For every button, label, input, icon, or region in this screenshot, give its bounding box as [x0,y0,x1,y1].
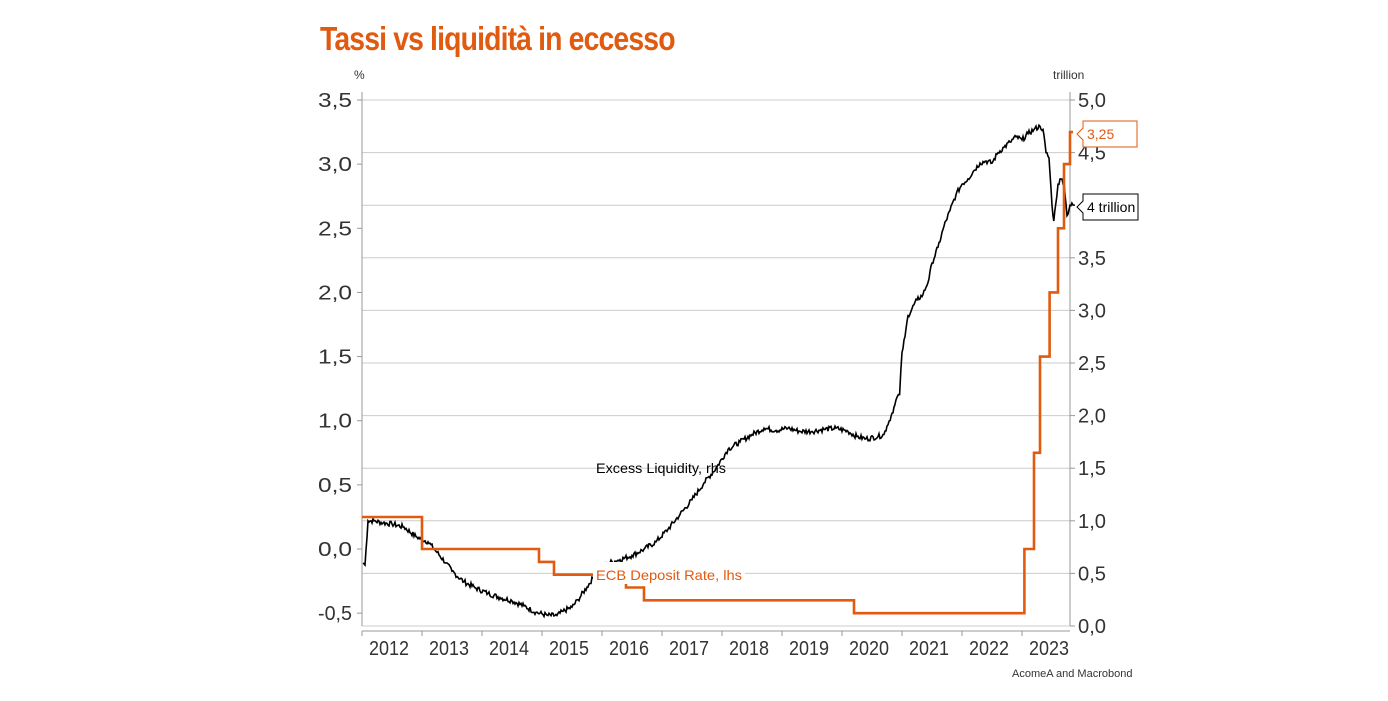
right-tick-label: 0,0 [1078,616,1106,638]
left-tick-label: 0,5 [318,475,352,497]
left-tick-label: 2,5 [318,218,352,240]
x-tick-label: 2013 [429,638,469,660]
last-value-ecb-deposit-rate-box [1076,120,1138,148]
chart-title: Tassi vs liquidità in eccesso [320,20,676,57]
series-label-excess-liquidity: Excess Liquidity, rhs [596,460,726,476]
right-tick-label: 3,5 [1078,248,1106,270]
last-value-ecb-deposit-rate: 3,25 [1087,126,1114,142]
series-layer [362,123,1075,619]
series-line-excess-liquidity [362,123,1075,619]
left-tick-label: 1,5 [318,347,352,369]
x-tick-label: 2015 [549,638,589,660]
x-tick-label: 2021 [909,638,949,660]
label-background [593,562,745,584]
grid-lines [362,99,1070,627]
left-tick-label: 0,0 [318,539,352,561]
source-note: AcomeA and Macrobond [1012,668,1133,680]
left-axis-unit: % [354,68,365,82]
x-tick-label: 2017 [669,638,709,660]
right-tick-label: 2,5 [1078,353,1106,375]
x-tick-label: 2020 [849,638,889,660]
right-tick-label: 4,5 [1078,143,1106,165]
last-value-excess-liquidity-box [1076,193,1139,221]
left-tick-label: 1,0 [318,411,352,433]
x-tick-label: 2018 [729,638,769,660]
right-tick-label: 2,0 [1078,406,1106,428]
x-tick-label: 2019 [789,638,829,660]
series-line-ecb-deposit-rate [362,130,1073,615]
left-tick-label: 3,0 [318,154,352,176]
left-tick-label: -0,5 [318,603,352,625]
right-axis-unit: trillion [1053,68,1084,82]
x-tick-label: 2016 [609,638,649,660]
labels-layer: Excess Liquidity, rhs ECB Deposit Rate, l… [593,120,1139,584]
right-tick-label: 3,0 [1078,300,1106,322]
right-tick-label: 0,5 [1078,563,1106,585]
left-tick-label: 2,0 [318,282,352,304]
right-tick-label: 1,5 [1078,458,1106,480]
x-tick-label: 2014 [489,638,529,660]
left-tick-label: 3,5 [318,90,352,112]
right-tick-label: 1,0 [1078,511,1106,533]
axes: 3,53,02,52,01,51,00,50,0-0,55,04,54,03,5… [318,68,1106,660]
x-tick-label: 2023 [1029,638,1069,660]
right-tick-label: 5,0 [1078,90,1106,112]
x-tick-label: 2012 [369,638,409,660]
x-tick-label: 2022 [969,638,1009,660]
last-value-excess-liquidity: 4 trillion [1087,199,1135,215]
series-label-ecb-deposit-rate: ECB Deposit Rate, lhs [596,567,742,583]
